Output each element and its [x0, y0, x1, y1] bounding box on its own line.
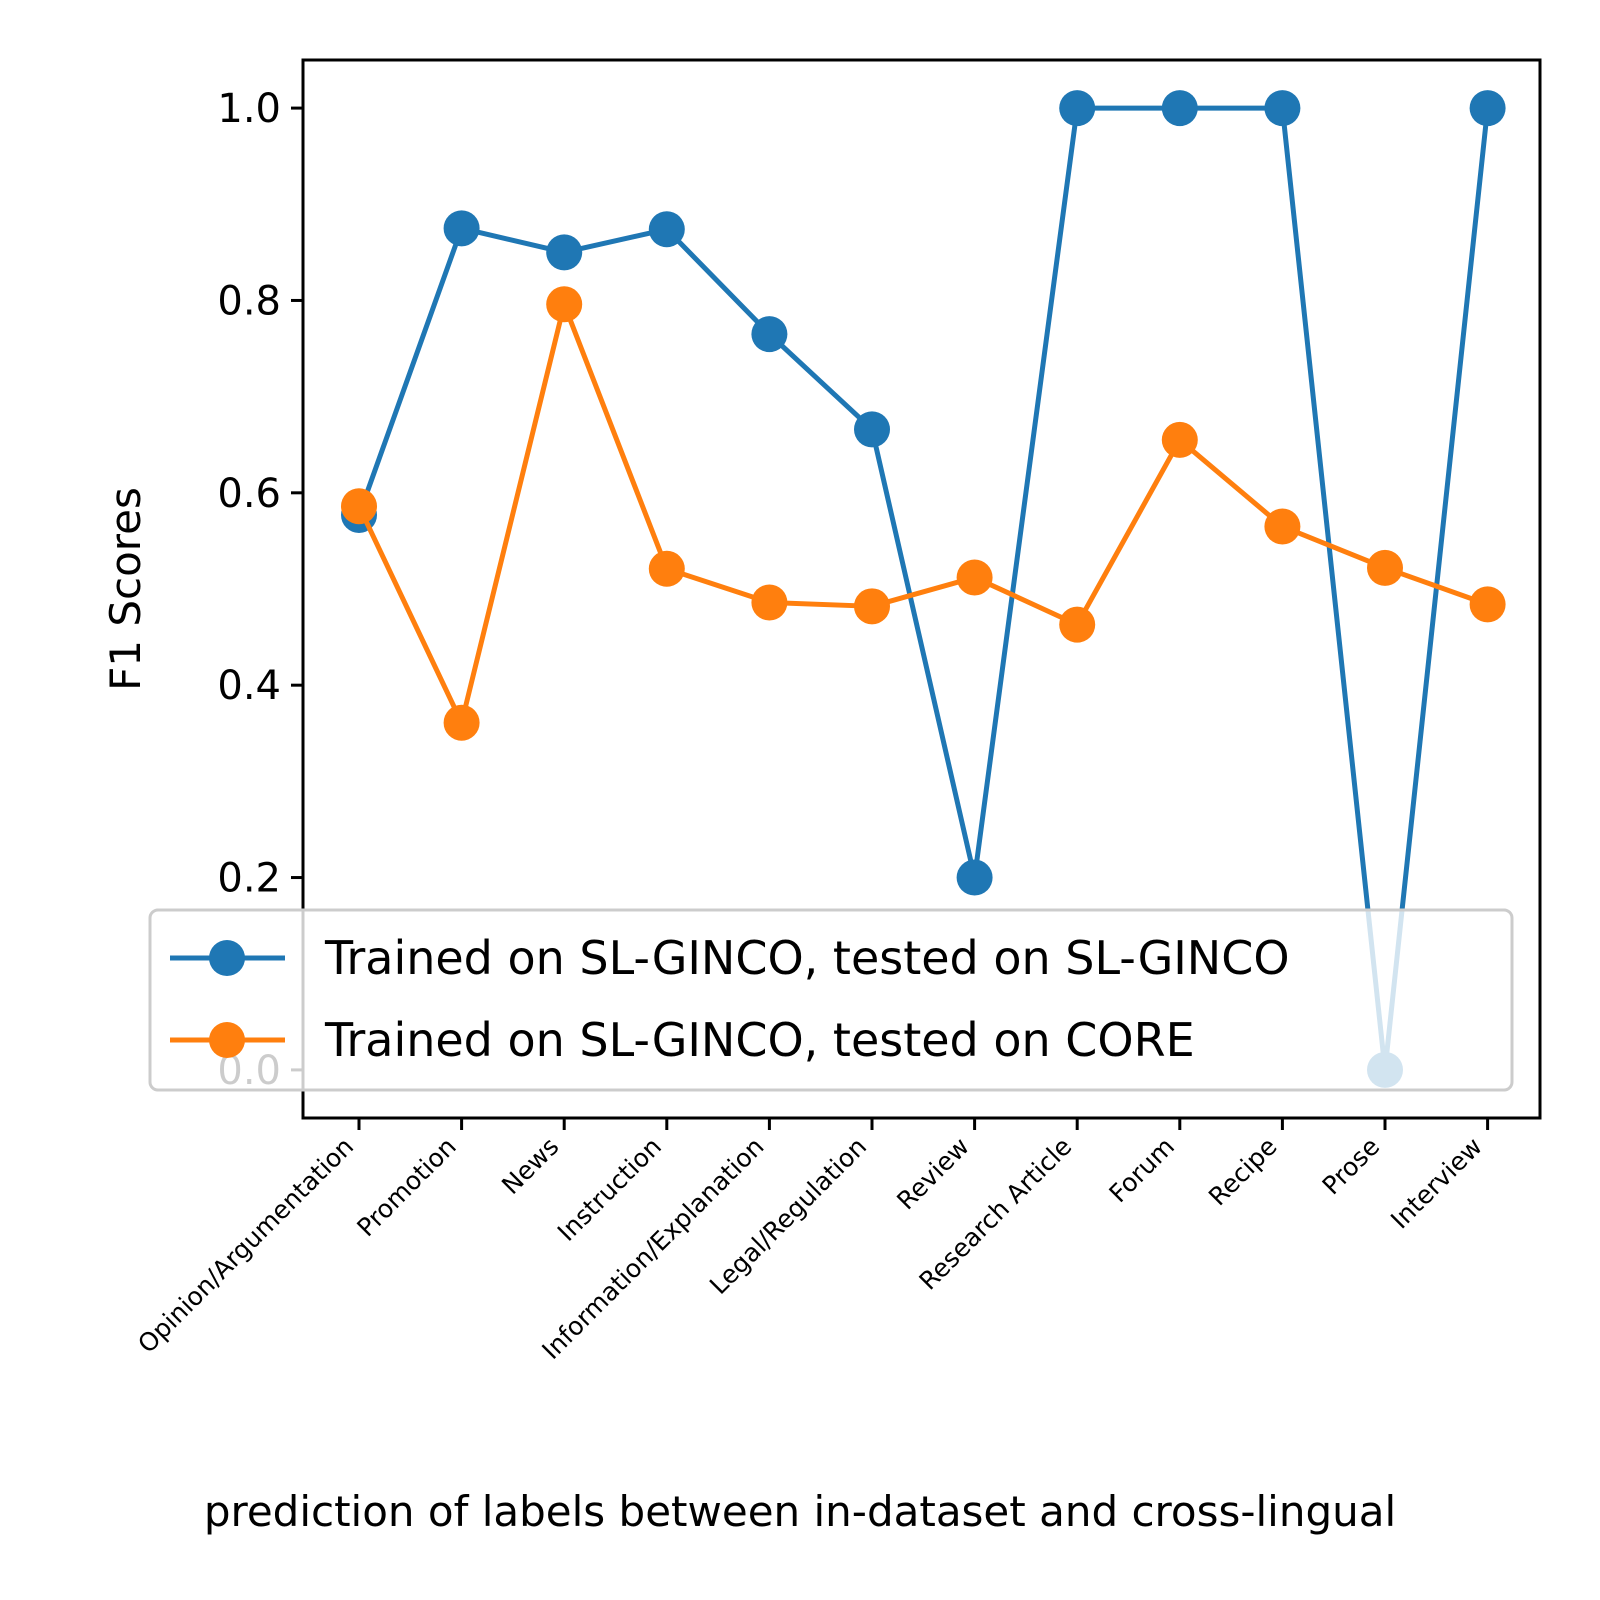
data-point-series-2-0: [341, 488, 377, 524]
legend-entry-2: Trained on SL-GINCO, tested on CORE: [324, 1013, 1195, 1067]
data-point-series-1-4: [751, 316, 787, 352]
y-tick-label: 0.4: [217, 663, 281, 709]
legend-entry-1: Trained on SL-GINCO, tested on SL-GINCO: [324, 931, 1290, 985]
data-point-series-2-7: [1059, 607, 1095, 643]
data-point-series-2-5: [854, 588, 890, 624]
y-tick-label: 1.0: [217, 86, 281, 132]
data-point-series-2-2: [546, 286, 582, 322]
data-point-series-1-1: [444, 210, 480, 246]
legend-marker-2: [209, 1022, 245, 1058]
data-point-series-1-9: [1264, 90, 1300, 126]
data-point-series-1-11: [1470, 90, 1506, 126]
data-point-series-2-11: [1470, 586, 1506, 622]
data-point-series-2-9: [1264, 508, 1300, 544]
data-point-series-1-7: [1059, 90, 1095, 126]
data-point-series-1-8: [1162, 90, 1198, 126]
data-point-series-2-6: [957, 559, 993, 595]
data-point-series-2-4: [751, 584, 787, 620]
data-point-series-1-6: [957, 860, 993, 896]
legend-marker-1: [209, 940, 245, 976]
data-point-series-2-3: [649, 551, 685, 587]
data-point-series-2-1: [444, 705, 480, 741]
data-point-series-2-8: [1162, 422, 1198, 458]
y-tick-label: 0.8: [217, 278, 281, 324]
y-tick-label: 0.6: [217, 471, 281, 517]
data-point-series-1-2: [546, 234, 582, 270]
y-axis-label: F1 Scores: [101, 487, 150, 691]
data-point-series-1-3: [649, 211, 685, 247]
y-tick-label: 0.2: [217, 856, 281, 902]
x-axis-label: prediction of labels between in-dataset …: [204, 1487, 1396, 1536]
data-point-series-2-10: [1367, 550, 1403, 586]
data-point-series-1-5: [854, 411, 890, 447]
